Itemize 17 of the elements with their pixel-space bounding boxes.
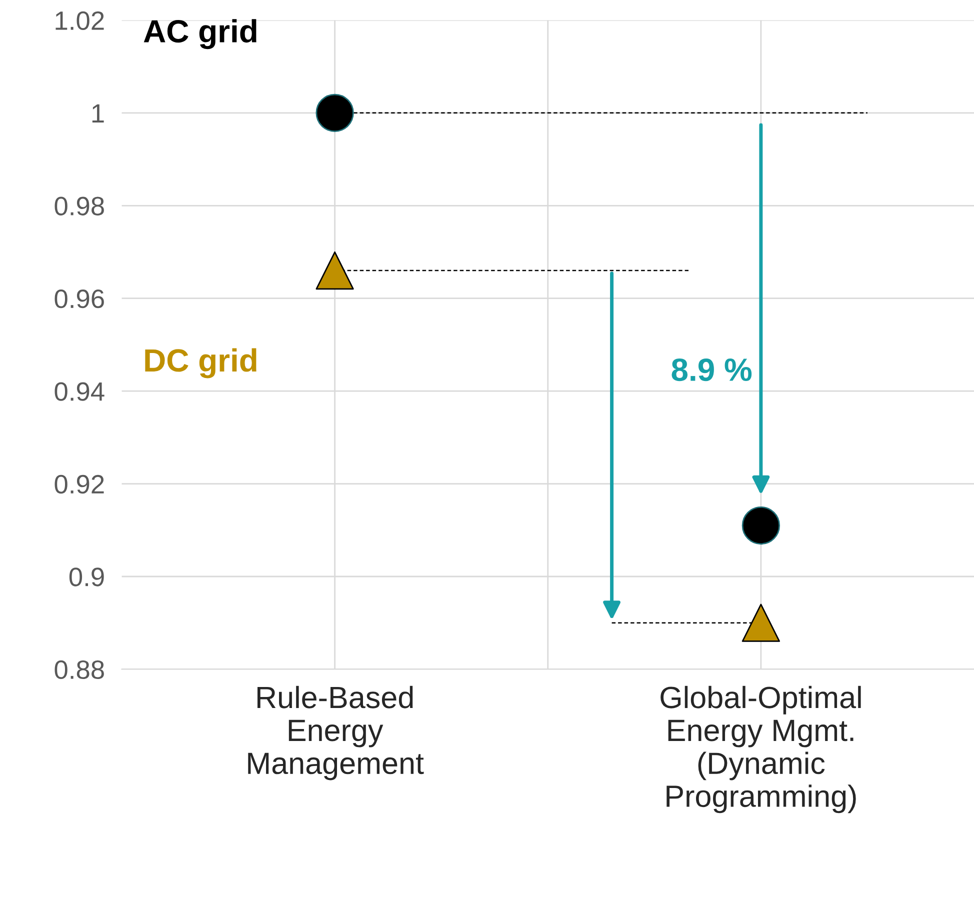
y-tick-label: 0.94: [54, 382, 104, 401]
annotation: 8.9 %: [672, 358, 752, 382]
y-tick-label: 0.92: [54, 474, 104, 494]
point: [742, 604, 780, 642]
y-tick-label: 1: [92, 104, 104, 122]
x-tick-label: Rule-Based Energy Management: [248, 686, 424, 780]
text: DC grid: [145, 348, 256, 378]
y-tick-label: 0.9: [69, 568, 104, 586]
x-tick-label: Global-Optimal Energy Mgmt. (Dynamic Programming): [660, 686, 861, 814]
y-tick-label: 1.02: [56, 11, 104, 30]
text: AC grid: [144, 19, 256, 50]
point: [316, 251, 354, 290]
y-tick-label: 0.98: [54, 196, 104, 216]
y-tick-label: 0.88: [54, 660, 104, 680]
point: [316, 94, 354, 132]
point: [742, 506, 780, 545]
y-tick-label: 0.96: [54, 289, 104, 308]
